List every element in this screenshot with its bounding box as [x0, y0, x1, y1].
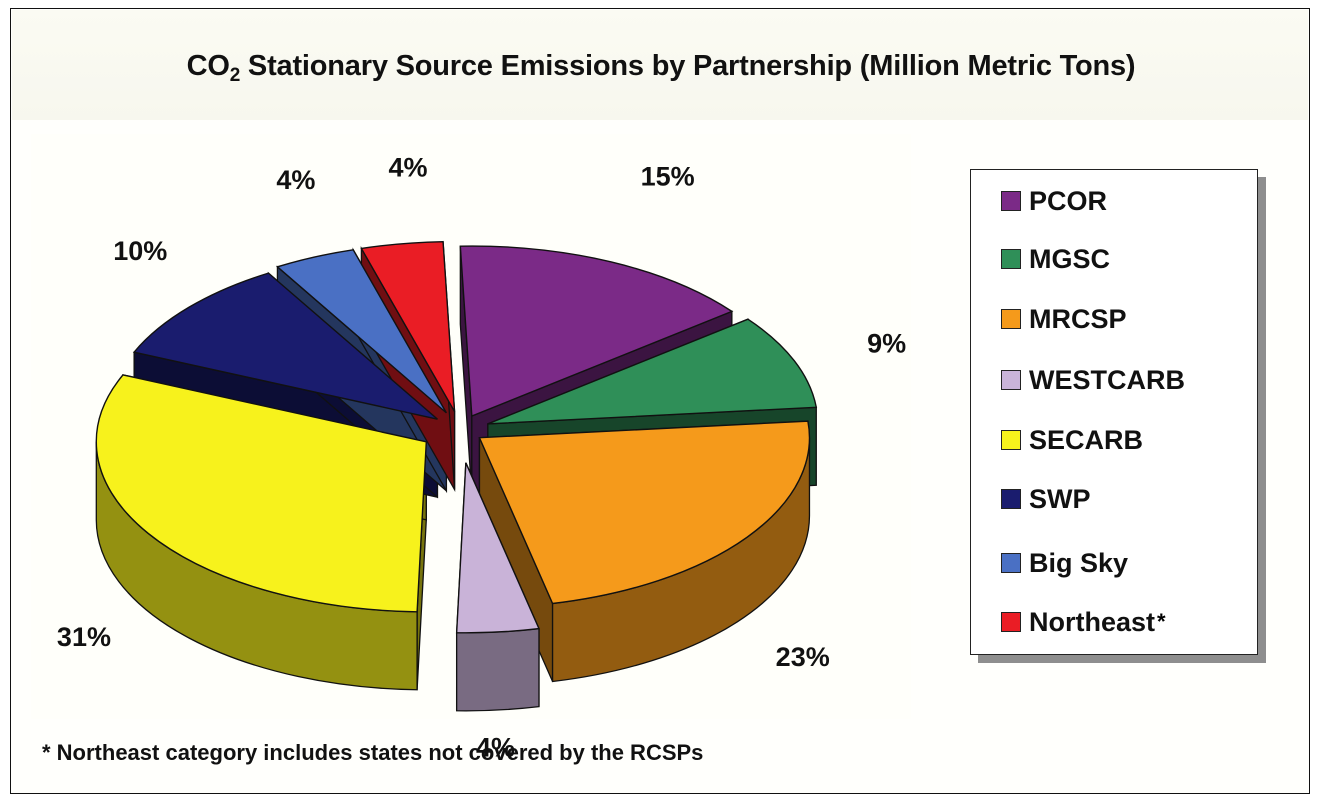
title-band — [12, 10, 1308, 120]
legend-label: Big Sky — [1029, 547, 1129, 578]
legend-swatch — [1001, 370, 1021, 390]
legend: PCOR MGSC MRCSP WESTCARB SECARB SWP Big … — [970, 169, 1258, 655]
legend-label: WESTCARB — [1029, 364, 1185, 395]
slice-top-big-sky — [275, 249, 447, 414]
legend-item-pcor: PCOR — [1001, 186, 1107, 216]
legend-item-mrcsp: MRCSP — [1001, 304, 1127, 334]
legend-swatch — [1001, 430, 1021, 450]
legend-swatch — [1001, 191, 1021, 211]
slice-label-mrcsp: 23% — [776, 642, 830, 672]
slice-top-mrcsp — [478, 420, 811, 605]
slice-top-northeast — [360, 240, 456, 412]
legend-swatch — [1001, 612, 1021, 632]
title-rest: Stationary Source Emissions by Partnersh… — [240, 50, 1136, 82]
pie-tops — [95, 240, 818, 634]
legend-swatch — [1001, 489, 1021, 509]
slice-label-big-sky: 4% — [276, 165, 315, 195]
legend-label: PCOR — [1029, 185, 1108, 216]
slice-side-westcarb — [455, 627, 540, 712]
title-subscript: 2 — [229, 65, 241, 86]
legend-swatch — [1001, 309, 1021, 329]
slice-label-secarb: 31% — [57, 622, 111, 652]
slice-top-westcarb — [455, 462, 540, 634]
slice-top-pcor — [459, 245, 734, 418]
pie-labels: 15% 9% 23% 4% 31% 10% 4% 4% — [57, 152, 906, 762]
legend-item-mgsc: MGSC — [1001, 244, 1110, 274]
legend-label: MRCSP — [1029, 303, 1127, 334]
legend-label: SECARB — [1029, 424, 1144, 455]
slice-label-northeast: 4% — [389, 152, 428, 182]
slice-top-mgsc — [487, 318, 818, 425]
title-prefix: CO — [186, 50, 230, 82]
legend-asterisk: * — [1157, 609, 1166, 634]
chart-title: CO2 Stationary Source Emissions by Partn… — [0, 50, 1322, 87]
slice-label-westcarb: 4% — [476, 733, 515, 763]
legend-item-northeast: Northeast * — [1001, 607, 1166, 637]
legend-label: SWP — [1029, 483, 1091, 514]
slice-label-mgsc: 9% — [867, 329, 906, 359]
legend-label: Northeast — [1029, 606, 1156, 637]
slice-top-swp — [132, 272, 438, 420]
legend-swatch — [1001, 553, 1021, 573]
legend-label: MGSC — [1029, 243, 1110, 274]
legend-swatch — [1001, 249, 1021, 269]
slice-label-pcor: 15% — [641, 161, 695, 191]
footnote: * Northeast category includes states not… — [42, 740, 704, 765]
slice-label-swp: 10% — [113, 236, 167, 266]
legend-item-big-sky: Big Sky — [1001, 548, 1128, 578]
legend-item-swp: SWP — [1001, 484, 1091, 514]
legend-item-secarb: SECARB — [1001, 425, 1143, 455]
slice-top-secarb — [95, 374, 428, 613]
legend-item-westcarb: WESTCARB — [1001, 365, 1185, 395]
